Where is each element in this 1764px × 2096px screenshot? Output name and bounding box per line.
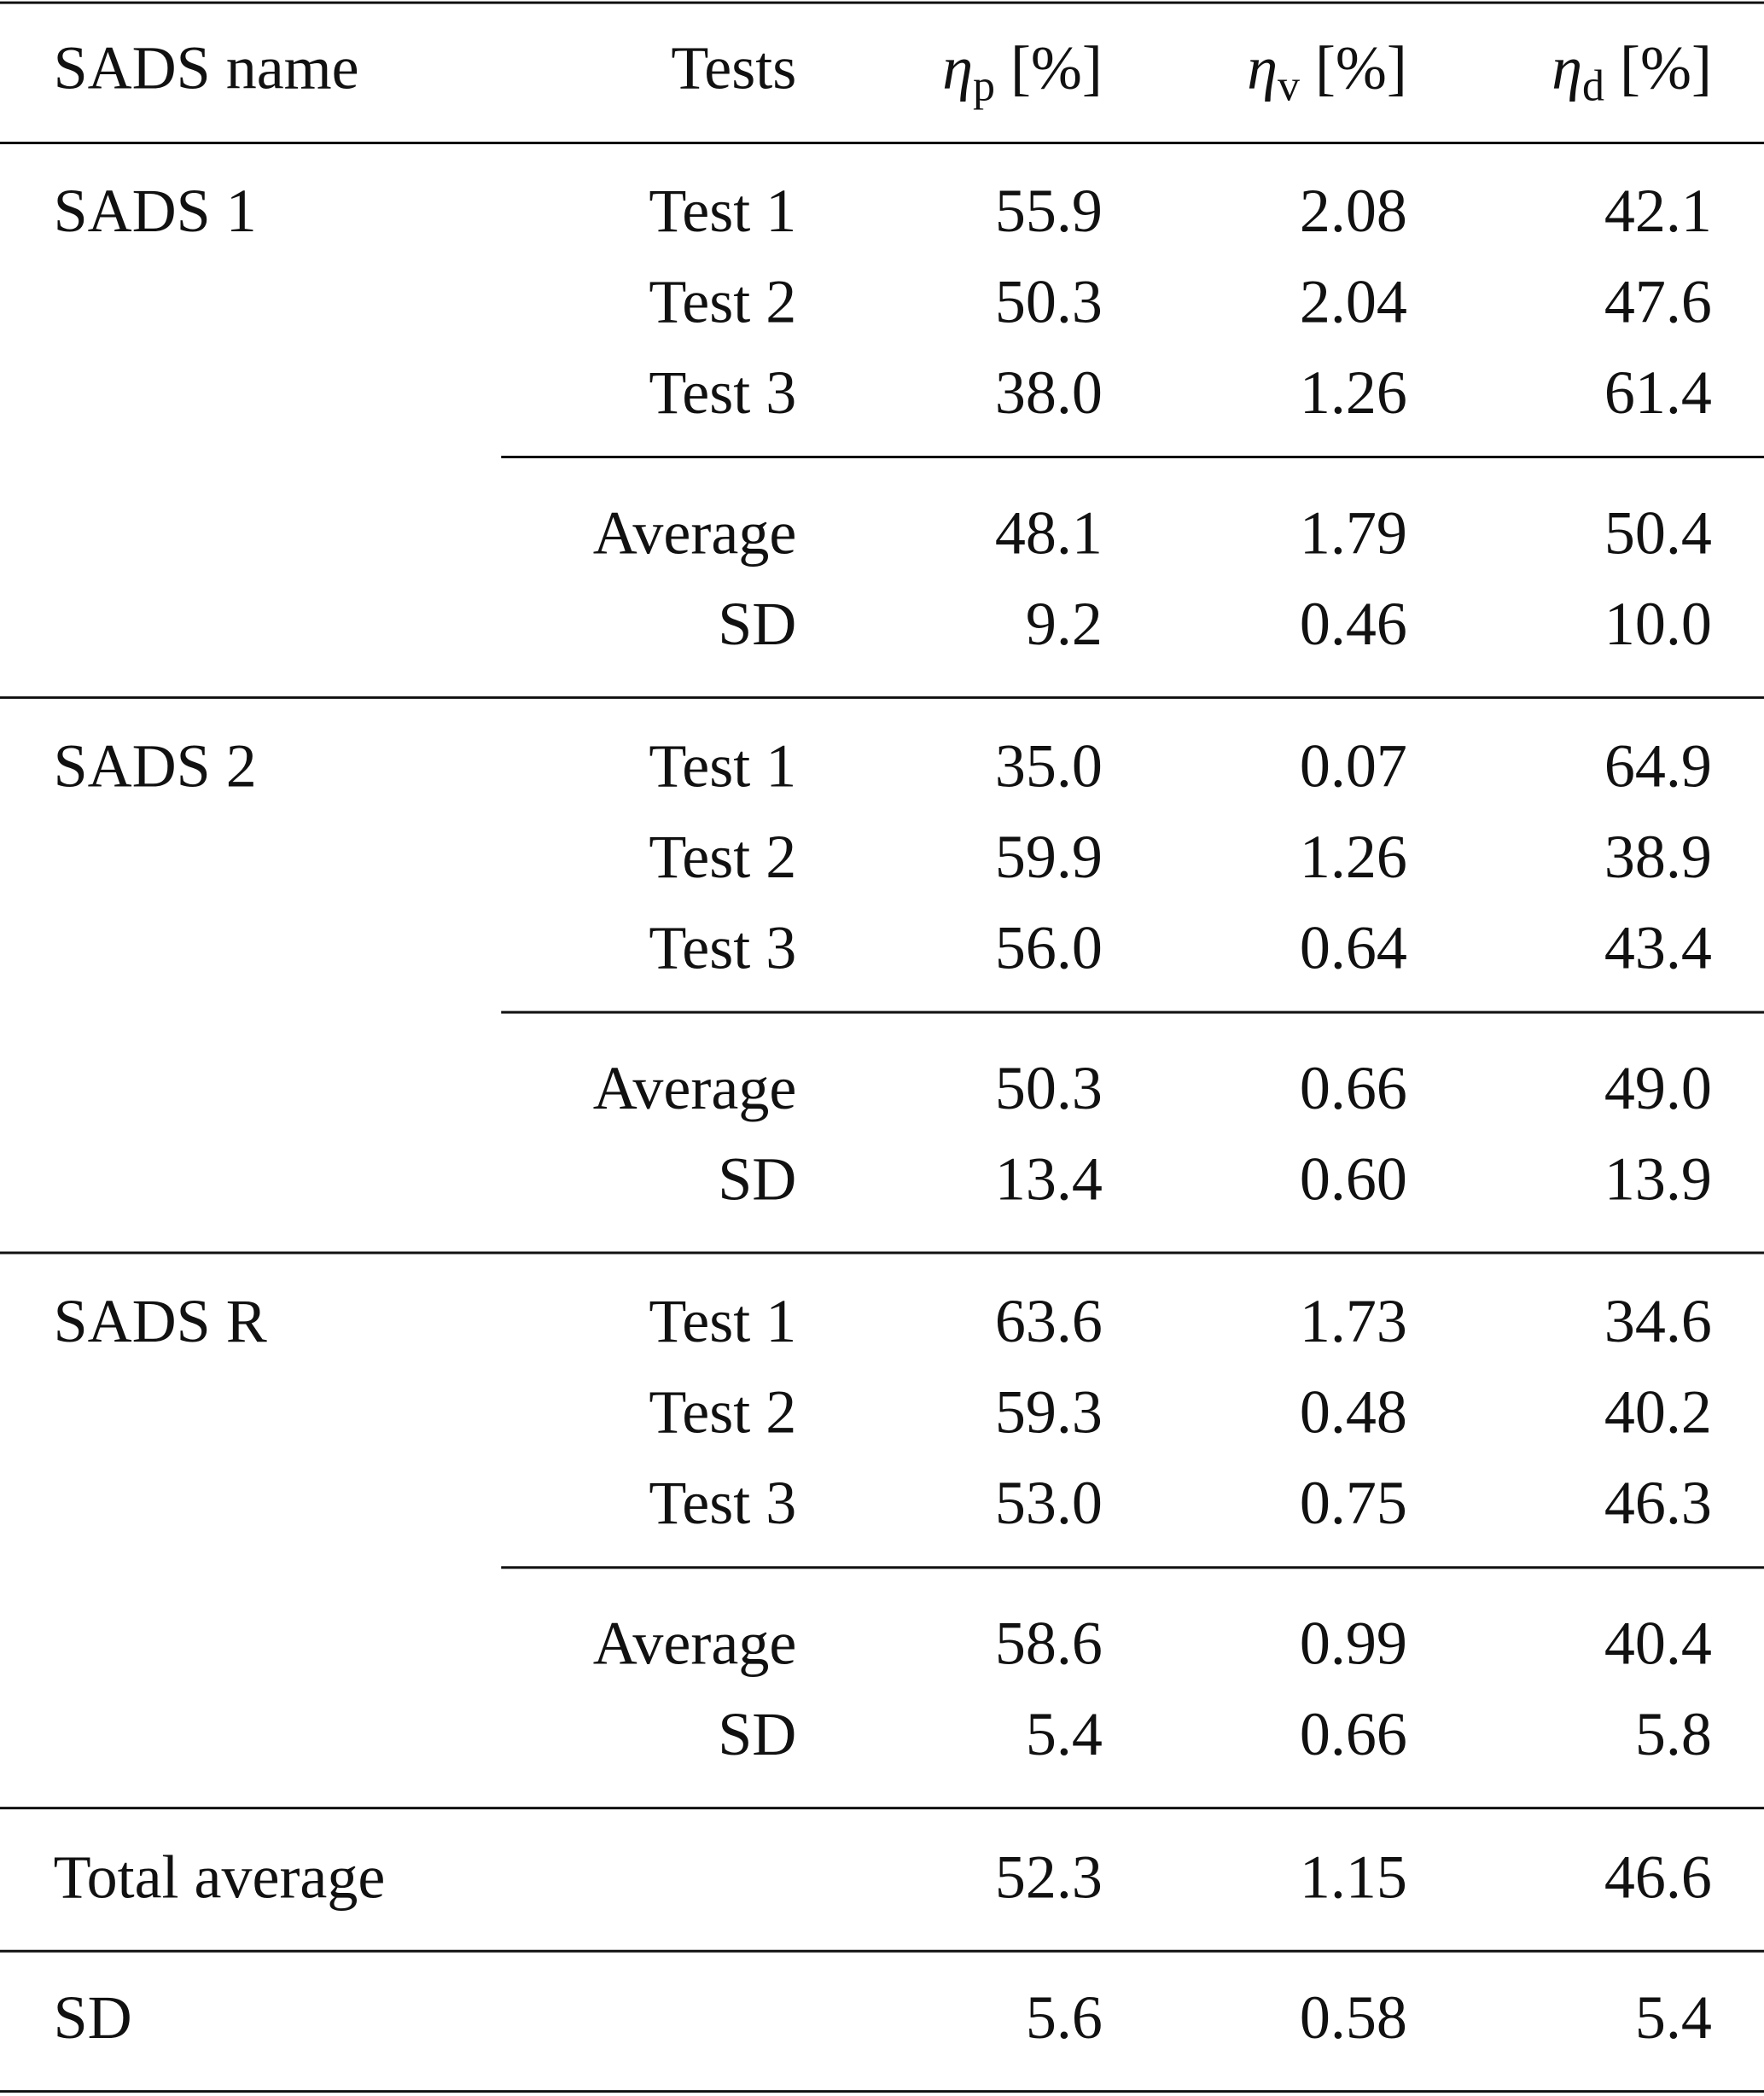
value: 40.4 bbox=[1604, 1610, 1712, 1678]
value: 43.4 bbox=[1604, 914, 1712, 982]
value: 42.1 bbox=[1604, 177, 1712, 245]
value: 5.8 bbox=[1635, 1700, 1712, 1768]
value: 35.0 bbox=[995, 732, 1103, 801]
value: 0.46 bbox=[1300, 590, 1407, 658]
value: 1.26 bbox=[1300, 358, 1407, 427]
value: 47.6 bbox=[1604, 267, 1712, 335]
value: 0.66 bbox=[1300, 1700, 1407, 1768]
test-label: Test 3 bbox=[649, 914, 796, 982]
column-header: ηp [%] bbox=[942, 33, 1103, 110]
value: 0.66 bbox=[1300, 1054, 1407, 1122]
value: 0.60 bbox=[1300, 1144, 1407, 1213]
unit: [%] bbox=[1315, 33, 1407, 102]
header-name: SADS name bbox=[54, 33, 359, 102]
value: 46.3 bbox=[1604, 1469, 1712, 1537]
value: 5.4 bbox=[1635, 1983, 1712, 2052]
value: 59.3 bbox=[995, 1378, 1103, 1447]
value: 1.73 bbox=[1300, 1287, 1407, 1355]
group-name: SADS 1 bbox=[54, 177, 257, 245]
value: 55.9 bbox=[995, 177, 1103, 245]
summary-label: Average bbox=[593, 1610, 797, 1678]
value: 48.1 bbox=[995, 498, 1103, 567]
subscript: d bbox=[1582, 61, 1604, 110]
value: 0.99 bbox=[1300, 1610, 1407, 1678]
total-label: SD bbox=[54, 1983, 132, 2052]
value: 38.0 bbox=[995, 358, 1103, 427]
summary-label: SD bbox=[718, 590, 796, 658]
value: 10.0 bbox=[1604, 590, 1712, 658]
value: 0.58 bbox=[1300, 1983, 1407, 2052]
summary-label: Average bbox=[593, 498, 797, 567]
value: 0.07 bbox=[1300, 732, 1407, 801]
group-name: SADS 2 bbox=[54, 732, 257, 801]
total-label: Total average bbox=[54, 1843, 386, 1912]
value: 50.4 bbox=[1604, 498, 1712, 567]
value: 46.6 bbox=[1604, 1843, 1712, 1912]
value: 1.26 bbox=[1300, 823, 1407, 891]
value: 34.6 bbox=[1604, 1287, 1712, 1355]
value: 40.2 bbox=[1604, 1378, 1712, 1447]
unit: [%] bbox=[1620, 33, 1712, 102]
subscript: v bbox=[1278, 61, 1300, 110]
test-label: Test 1 bbox=[649, 1287, 796, 1355]
test-label: Test 2 bbox=[649, 1378, 796, 1447]
value: 2.04 bbox=[1300, 267, 1407, 335]
value: 38.9 bbox=[1604, 823, 1712, 891]
value: 64.9 bbox=[1604, 732, 1712, 801]
value: 5.6 bbox=[1026, 1983, 1103, 2052]
symbol: η bbox=[942, 33, 973, 102]
value: 58.6 bbox=[995, 1610, 1103, 1678]
test-label: Test 2 bbox=[649, 823, 796, 891]
value: 50.3 bbox=[995, 267, 1103, 335]
symbol: η bbox=[1247, 33, 1278, 102]
value: 9.2 bbox=[1026, 590, 1103, 658]
group-name: SADS R bbox=[54, 1287, 267, 1355]
value: 0.75 bbox=[1300, 1469, 1407, 1537]
test-label: Test 1 bbox=[649, 177, 796, 245]
value: 63.6 bbox=[995, 1287, 1103, 1355]
value: 13.4 bbox=[995, 1144, 1103, 1213]
value: 2.08 bbox=[1300, 177, 1407, 245]
test-label: Test 3 bbox=[649, 358, 796, 427]
value: 56.0 bbox=[995, 914, 1103, 982]
test-label: Test 1 bbox=[649, 732, 796, 801]
test-label: Test 2 bbox=[649, 267, 796, 335]
value: 0.48 bbox=[1300, 1378, 1407, 1447]
column-header: ηd [%] bbox=[1552, 33, 1712, 110]
value: 1.79 bbox=[1300, 498, 1407, 567]
summary-label: SD bbox=[718, 1700, 796, 1768]
value: 61.4 bbox=[1604, 358, 1712, 427]
value: 0.64 bbox=[1300, 914, 1407, 982]
subscript: p bbox=[973, 61, 995, 110]
value: 52.3 bbox=[995, 1843, 1103, 1912]
header-tests: Tests bbox=[671, 33, 796, 102]
value: 49.0 bbox=[1604, 1054, 1712, 1122]
value: 59.9 bbox=[995, 823, 1103, 891]
value: 1.15 bbox=[1300, 1843, 1407, 1912]
test-label: Test 3 bbox=[649, 1469, 796, 1537]
value: 5.4 bbox=[1026, 1700, 1103, 1768]
symbol: η bbox=[1552, 33, 1582, 102]
column-header: ηv [%] bbox=[1247, 33, 1407, 110]
value: 13.9 bbox=[1604, 1144, 1712, 1213]
value: 50.3 bbox=[995, 1054, 1103, 1122]
summary-label: SD bbox=[718, 1144, 796, 1213]
value: 53.0 bbox=[995, 1469, 1103, 1537]
unit: [%] bbox=[1010, 33, 1103, 102]
summary-label: Average bbox=[593, 1054, 797, 1122]
